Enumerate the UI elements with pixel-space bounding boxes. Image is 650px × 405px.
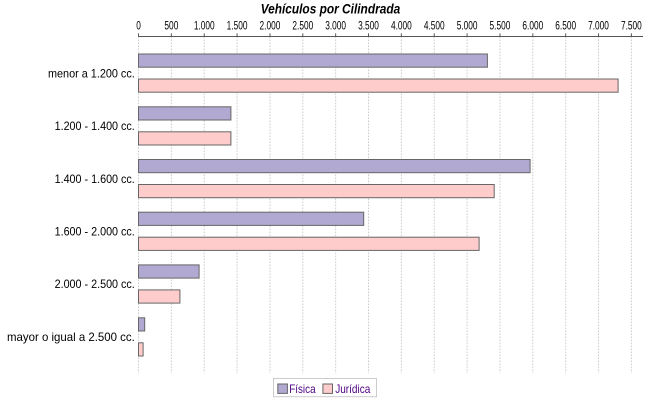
svg-text:3.500: 3.500 xyxy=(358,18,379,32)
svg-text:3.000: 3.000 xyxy=(325,18,346,32)
svg-text:5.500: 5.500 xyxy=(490,18,511,32)
svg-text:2.500: 2.500 xyxy=(292,18,313,32)
svg-text:0: 0 xyxy=(136,18,141,32)
svg-text:1.500: 1.500 xyxy=(227,18,248,32)
svg-text:menor a 1.200 cc.: menor a 1.200 cc. xyxy=(48,66,135,80)
svg-text:2.000 - 2.500 cc.: 2.000 - 2.500 cc. xyxy=(55,277,135,291)
svg-text:2.000: 2.000 xyxy=(260,18,281,32)
svg-text:Jurídica: Jurídica xyxy=(335,382,370,396)
svg-text:1.600 - 2.000 cc.: 1.600 - 2.000 cc. xyxy=(55,225,135,239)
svg-text:500: 500 xyxy=(164,18,178,32)
svg-text:6.000: 6.000 xyxy=(522,18,543,32)
svg-text:1.200 - 1.400 cc.: 1.200 - 1.400 cc. xyxy=(55,119,135,133)
svg-text:mayor o igual a 2.500 cc.: mayor o igual a 2.500 cc. xyxy=(7,330,135,344)
svg-text:6.500: 6.500 xyxy=(555,18,576,32)
svg-text:1.400 - 1.600 cc.: 1.400 - 1.600 cc. xyxy=(55,172,135,186)
svg-text:1.000: 1.000 xyxy=(194,18,215,32)
svg-text:5.000: 5.000 xyxy=(457,18,478,32)
svg-text:Física: Física xyxy=(289,382,316,396)
svg-text:Vehículos por Cilindrada: Vehículos por Cilindrada xyxy=(261,2,401,18)
svg-text:7.500: 7.500 xyxy=(621,18,642,32)
svg-text:7.000: 7.000 xyxy=(588,18,609,32)
svg-text:4.500: 4.500 xyxy=(424,18,445,32)
svg-text:4.000: 4.000 xyxy=(391,18,412,32)
